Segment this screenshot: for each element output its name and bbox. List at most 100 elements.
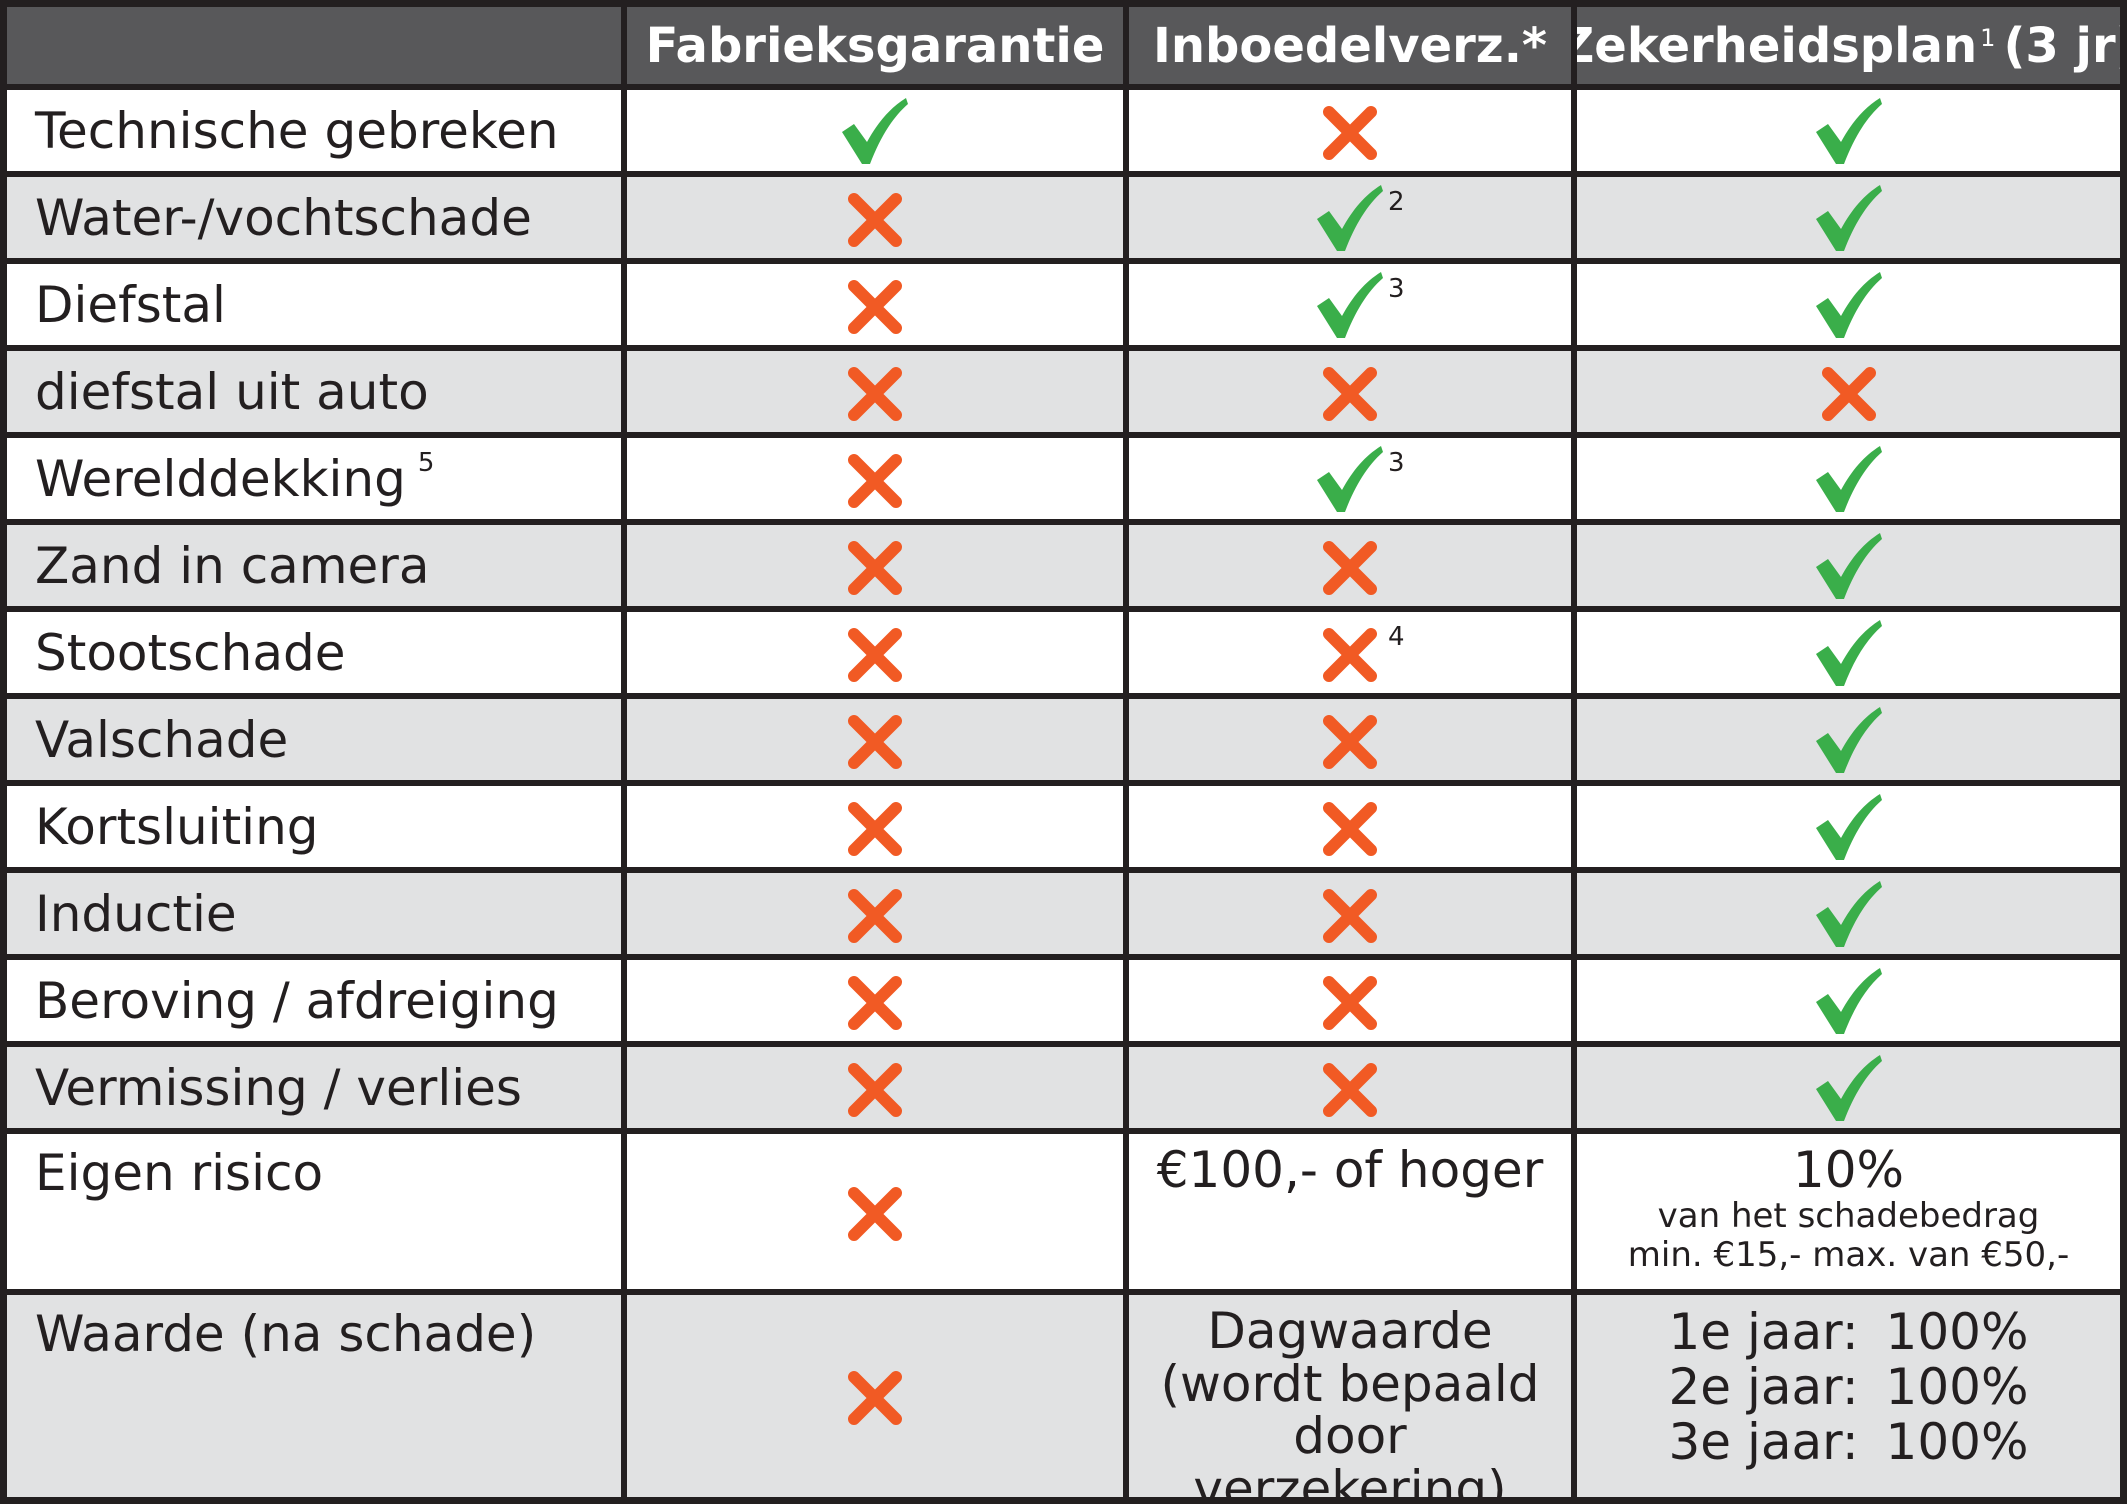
check-icon (1815, 1054, 1882, 1121)
cell-text: €100,- of hoger (1157, 1144, 1544, 1197)
row-label: Stootschade (7, 612, 621, 693)
label-text: Water-/vochtschade (35, 188, 532, 247)
value-cell (1129, 1047, 1571, 1128)
row-label: Beroving / afdreiging (7, 960, 621, 1041)
value-cell (1577, 264, 2120, 345)
value-cell (627, 612, 1123, 693)
check-icon (842, 97, 908, 164)
value-cell (627, 960, 1123, 1041)
row-label: Valschade (7, 699, 621, 780)
value-cell (1129, 699, 1571, 780)
header-note: 1 (1980, 23, 1996, 52)
cross-icon (1323, 540, 1377, 595)
cell-text: 1e jaar: 100% 2e jaar: 100% 3e jaar: 100% (1669, 1305, 2029, 1470)
header-text: Inboedelverz.* (1152, 17, 1548, 74)
label-text: Kortsluiting (35, 797, 319, 856)
header-text: Zekerheidsplan (1577, 17, 1978, 74)
value-cell: 10% van het schadebedrag min. €15,- max. v… (1577, 1134, 2120, 1289)
row-label: Kortsluiting (7, 786, 621, 867)
value-cell (1129, 525, 1571, 606)
pair-value: 100% (1885, 1413, 2029, 1471)
cross-icon (1323, 105, 1377, 160)
check-icon (1815, 271, 1882, 338)
text-line: Dagwaarde (1207, 1302, 1493, 1360)
check-icon (1317, 445, 1383, 512)
row-label: Vermissing / verlies (7, 1047, 621, 1128)
label-text: Stootschade (35, 623, 346, 682)
value-cell (1577, 699, 2120, 780)
value-cell (1129, 90, 1571, 171)
value-cell (1577, 612, 2120, 693)
label-text: diefstal uit auto (35, 362, 429, 421)
cross-icon (848, 888, 902, 943)
text-line: 10% (1792, 1141, 1905, 1199)
value-cell (1129, 960, 1571, 1041)
label-text: Inductie (35, 884, 237, 943)
cross-icon (848, 453, 902, 508)
cross-icon (848, 975, 902, 1030)
cross-icon (1323, 801, 1377, 856)
pair-label: 3e jaar: (1668, 1413, 1859, 1471)
row-label: Technische gebreken (7, 90, 621, 171)
value-cell (1577, 177, 2120, 258)
header-suffix: (3 jr) (2003, 17, 2120, 74)
cross-icon (1323, 888, 1377, 943)
value-cell (627, 786, 1123, 867)
row-label: Water-/vochtschade (7, 177, 621, 258)
cross-icon (1323, 975, 1377, 1030)
value-cell (627, 699, 1123, 780)
check-icon (1815, 97, 1882, 164)
check-icon (1317, 184, 1383, 251)
cross-icon (848, 801, 902, 856)
cross-icon (848, 366, 902, 421)
value-cell: 3 (1129, 438, 1571, 519)
cross-icon (848, 627, 902, 682)
cross-icon (848, 279, 902, 334)
value-cell (627, 177, 1123, 258)
cell-text: 10% van het schadebedrag min. €15,- max. v… (1628, 1144, 2070, 1275)
footnote-ref: 2 (1388, 187, 1405, 217)
text-line: door verzekering) (1193, 1407, 1507, 1497)
pair-label: 2e jaar: (1668, 1358, 1859, 1416)
header-text: Fabrieksgarantie (645, 17, 1105, 74)
value-cell (627, 1295, 1123, 1497)
label-text: Zand in camera (35, 536, 430, 595)
value-cell: 2 (1129, 177, 1571, 258)
text-line: min. €15,- max. van €50,- (1627, 1234, 2070, 1275)
footnote-ref: 4 (1388, 622, 1405, 652)
value-cell (627, 873, 1123, 954)
value-cell (1577, 351, 2120, 432)
label-note: 5 (417, 447, 435, 478)
label-text: Valschade (35, 710, 289, 769)
header-cell: Fabrieksgarantie (627, 7, 1123, 84)
label-text: Beroving / afdreiging (35, 971, 559, 1030)
footnote-ref: 3 (1388, 448, 1405, 478)
text-line: van het schadebedrag (1657, 1195, 2040, 1236)
value-cell (1577, 438, 2120, 519)
cross-icon (848, 714, 902, 769)
header-corner (7, 7, 621, 84)
check-icon (1815, 619, 1882, 686)
label-text: Diefstal (35, 275, 226, 334)
row-label: Diefstal (7, 264, 621, 345)
value-cell (1577, 525, 2120, 606)
row-label: Zand in camera (7, 525, 621, 606)
value-cell (627, 438, 1123, 519)
row-label: Waarde (na schade) (7, 1295, 621, 1497)
pair-value: 100% (1885, 1303, 2029, 1361)
cross-icon (848, 1186, 902, 1241)
label-text: Werelddekking (35, 449, 406, 508)
cell-text: Dagwaarde (wordt bepaald door verzekering) (1129, 1305, 1571, 1497)
value-cell (627, 1134, 1123, 1289)
check-icon (1317, 271, 1383, 338)
row-label: diefstal uit auto (7, 351, 621, 432)
cross-icon (1323, 1062, 1377, 1117)
pair-value: 100% (1885, 1358, 2029, 1416)
cross-icon (1821, 366, 1876, 421)
value-cell (1129, 351, 1571, 432)
check-icon (1815, 445, 1882, 512)
cross-icon (1323, 627, 1377, 682)
value-cell (627, 1047, 1123, 1128)
